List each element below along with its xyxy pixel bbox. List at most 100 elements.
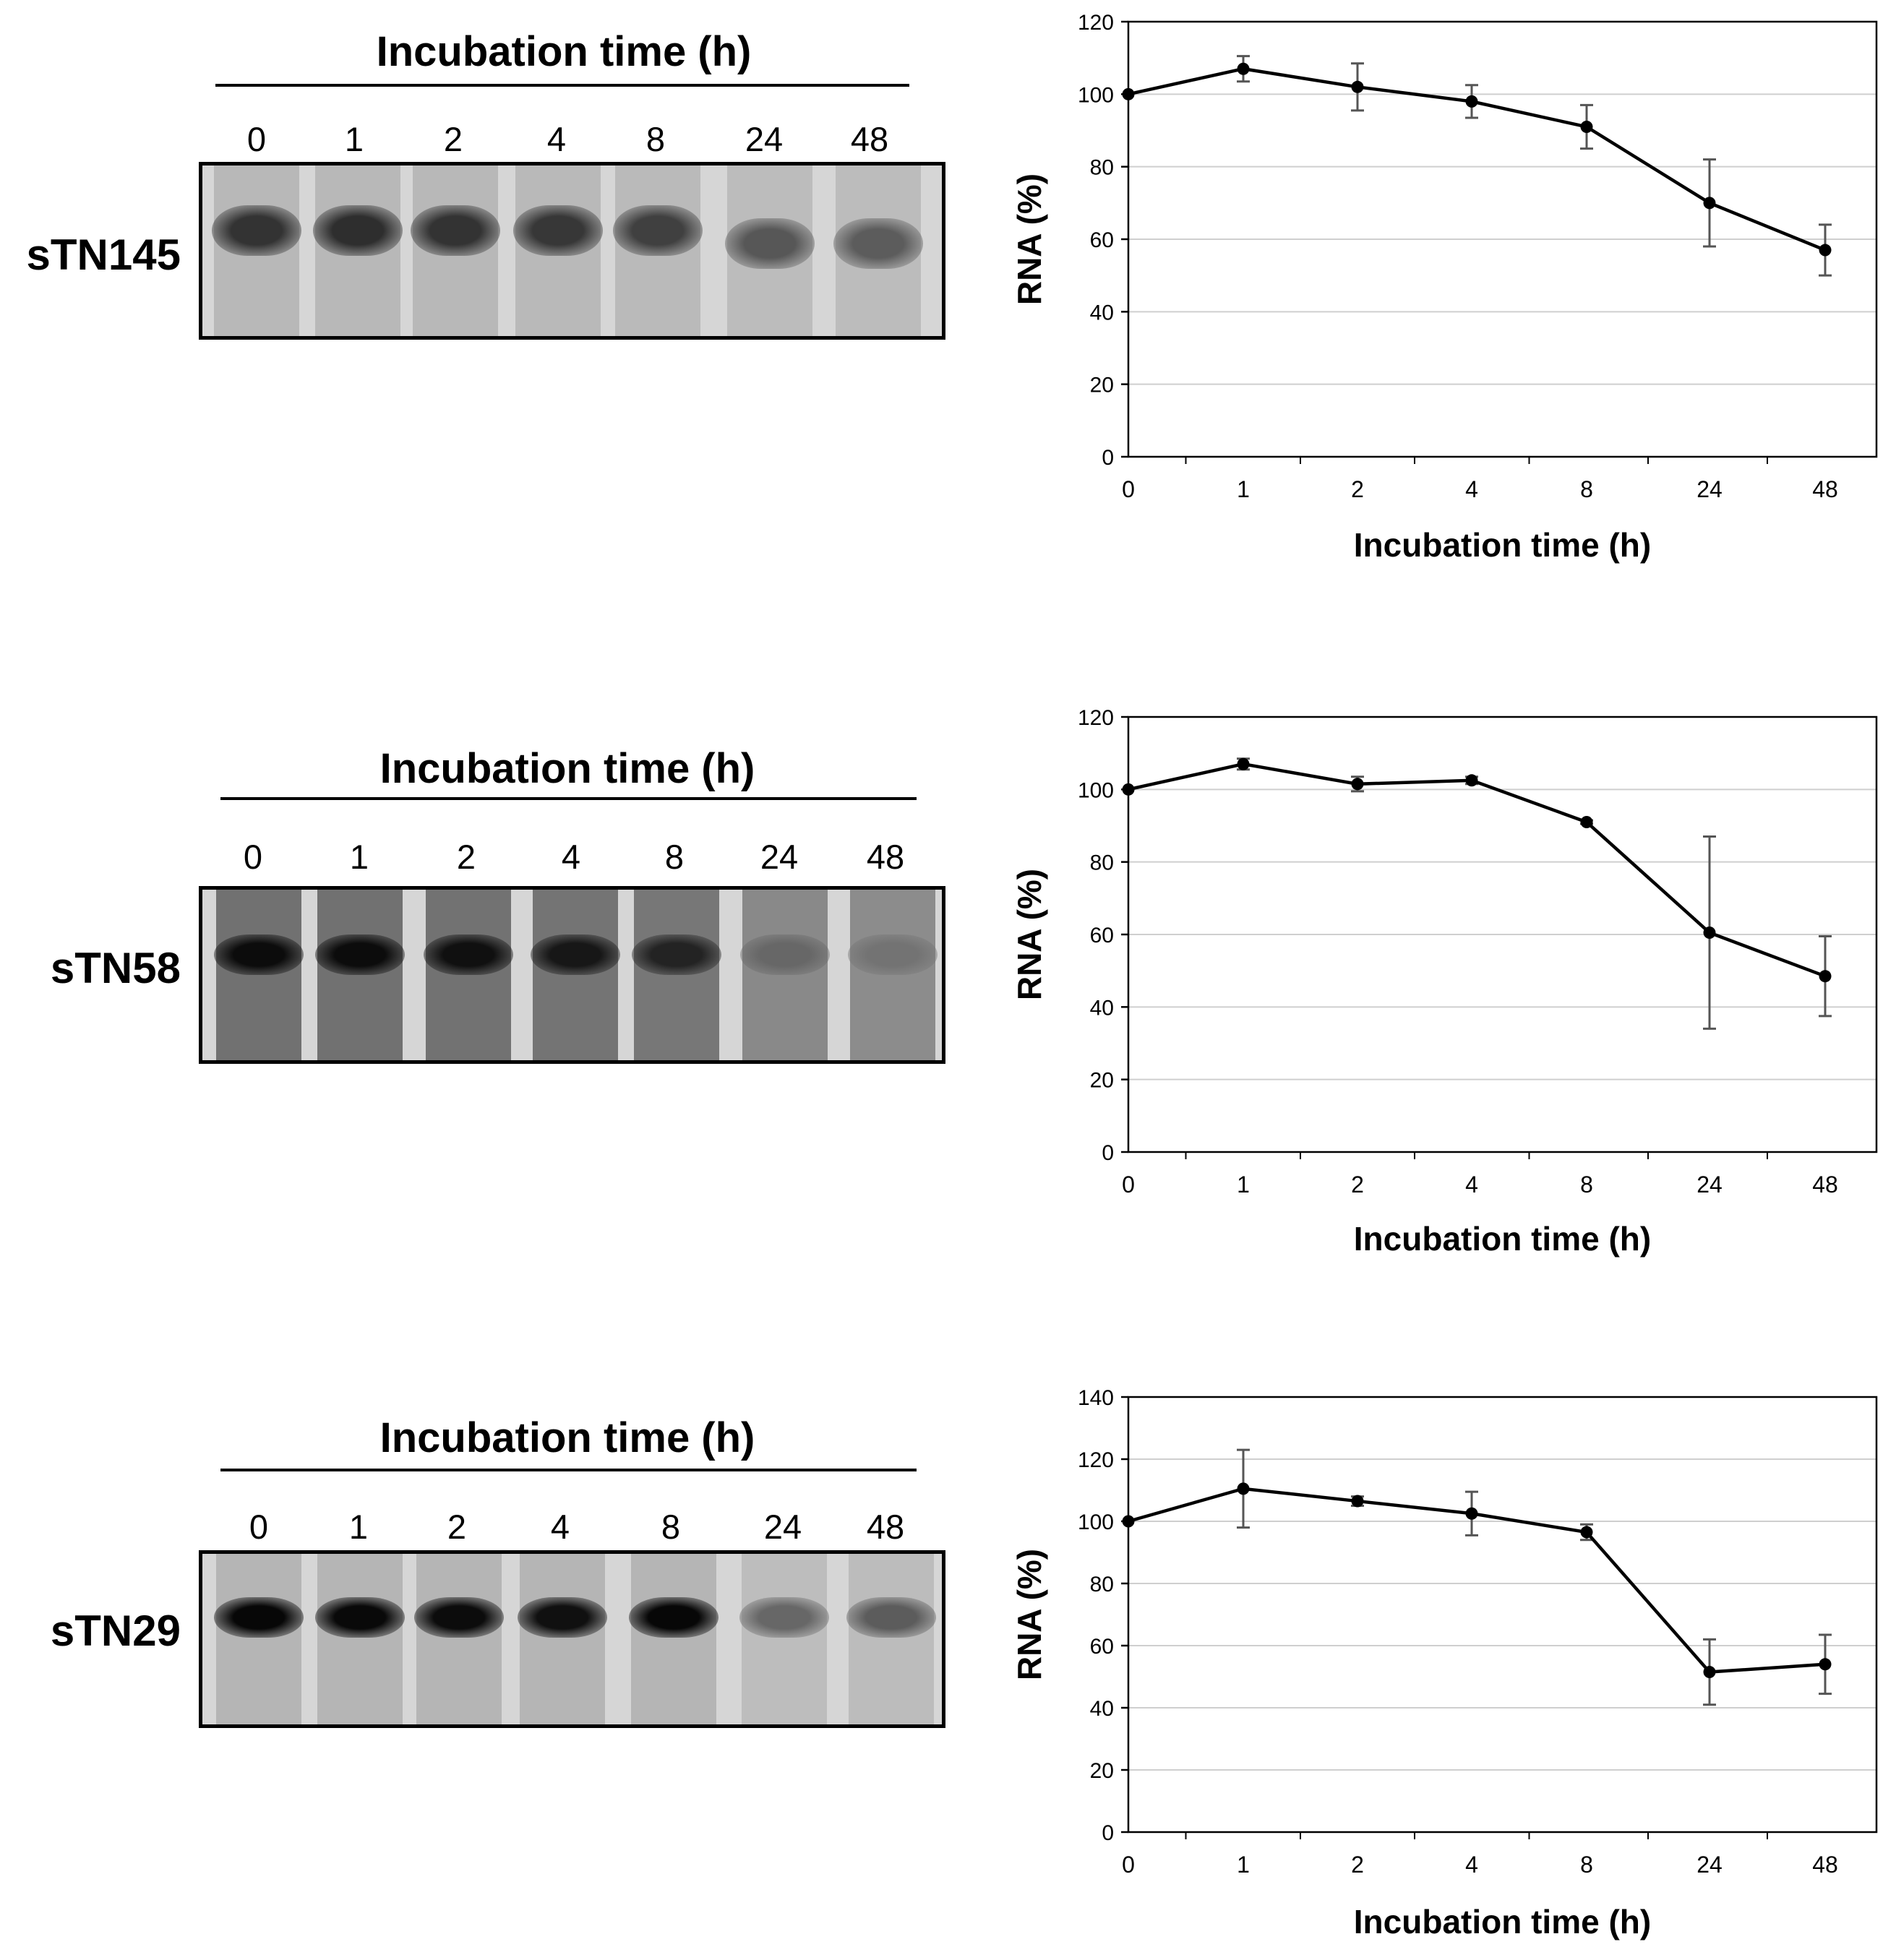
gel-band xyxy=(214,1597,304,1638)
gel-band xyxy=(739,1597,829,1638)
data-point xyxy=(1580,1526,1593,1539)
lane-label: 24 xyxy=(745,120,784,158)
x-tick-label: 48 xyxy=(1812,476,1838,502)
y-axis-label: RNA (%) xyxy=(1011,1549,1048,1680)
lane-label: 1 xyxy=(348,1508,369,1546)
x-tick-label: 2 xyxy=(1351,476,1364,502)
gel-lane xyxy=(426,890,511,1060)
x-tick-label: 2 xyxy=(1351,1172,1364,1198)
data-point xyxy=(1819,1658,1832,1671)
x-tick-label: 1 xyxy=(1237,1172,1250,1198)
x-axis-label: Incubation time (h) xyxy=(1354,1220,1651,1258)
data-point xyxy=(1351,1495,1364,1508)
x-tick-label: 8 xyxy=(1580,476,1593,502)
data-point xyxy=(1819,970,1832,983)
data-point xyxy=(1465,1507,1478,1520)
gel-lane xyxy=(317,890,403,1060)
lane-label: 2 xyxy=(443,120,463,158)
data-point xyxy=(1237,62,1250,75)
gel-image xyxy=(199,162,945,340)
x-tick-label: 0 xyxy=(1122,476,1135,502)
data-point xyxy=(1580,815,1593,828)
gel-band xyxy=(725,218,815,269)
gel-lane xyxy=(416,1554,502,1724)
series-line xyxy=(1128,66,1826,252)
series-line xyxy=(1128,762,1826,978)
gel-band xyxy=(313,205,403,256)
y-tick-label: 120 xyxy=(1078,706,1114,730)
x-tick-label: 4 xyxy=(1465,1852,1478,1878)
x-axis-label: Incubation time (h) xyxy=(1354,526,1651,564)
y-tick-label: 0 xyxy=(1102,1141,1114,1165)
data-point xyxy=(1819,244,1832,257)
gel-band xyxy=(315,1597,405,1638)
x-tick-label: 4 xyxy=(1465,476,1478,502)
lane-label: 48 xyxy=(866,1508,905,1546)
y-tick-label: 80 xyxy=(1090,1573,1114,1596)
x-tick-label: 24 xyxy=(1696,1172,1723,1198)
sample-label: sTN145 xyxy=(26,231,181,279)
y-tick-label: 60 xyxy=(1090,1635,1114,1659)
data-point xyxy=(1465,774,1478,787)
sample-label: sTN58 xyxy=(50,944,181,992)
lane-label: 24 xyxy=(760,838,799,876)
lane-label: 1 xyxy=(344,120,364,158)
gel-band xyxy=(629,1597,718,1638)
x-axis-label: Incubation time (h) xyxy=(1354,1903,1651,1940)
y-tick-label: 100 xyxy=(1078,1510,1114,1534)
gel-lane xyxy=(317,1554,403,1724)
y-tick-label: 20 xyxy=(1090,374,1114,397)
gel-lane xyxy=(216,1554,301,1724)
gel-band xyxy=(846,1597,936,1638)
lane-label: 8 xyxy=(645,120,666,158)
lane-label: 4 xyxy=(550,1508,570,1546)
gel-band xyxy=(833,218,923,269)
y-tick-label: 60 xyxy=(1090,228,1114,252)
lane-label: 8 xyxy=(664,838,685,876)
lane-label: 1 xyxy=(349,838,369,876)
gel-band xyxy=(531,934,620,975)
lane-label: 48 xyxy=(850,120,889,158)
x-tick-label: 1 xyxy=(1237,1852,1250,1878)
lane-label: 8 xyxy=(661,1508,681,1546)
gel-title: Incubation time (h) xyxy=(376,28,752,75)
gel-lane xyxy=(742,890,828,1060)
lane-label: 4 xyxy=(561,838,581,876)
y-tick-label: 0 xyxy=(1102,1821,1114,1845)
gel-band xyxy=(315,934,405,975)
gel-band xyxy=(414,1597,504,1638)
sample-label: sTN29 xyxy=(50,1607,181,1655)
x-tick-label: 24 xyxy=(1696,1852,1723,1878)
x-tick-label: 24 xyxy=(1696,476,1723,502)
x-tick-label: 0 xyxy=(1122,1852,1135,1878)
x-tick-label: 1 xyxy=(1237,476,1250,502)
x-tick-label: 8 xyxy=(1580,1852,1593,1878)
data-point xyxy=(1122,783,1135,796)
lane-label: 4 xyxy=(546,120,567,158)
y-tick-label: 60 xyxy=(1090,924,1114,947)
x-tick-label: 4 xyxy=(1465,1172,1478,1198)
gel-band xyxy=(518,1597,607,1638)
gel-image xyxy=(199,1550,945,1728)
gel-lane xyxy=(520,1554,605,1724)
gel-lane xyxy=(631,1554,716,1724)
gel-band xyxy=(740,934,830,975)
gel-lane xyxy=(742,1554,827,1724)
data-point xyxy=(1237,757,1250,770)
data-point xyxy=(1703,1666,1716,1679)
x-tick-label: 48 xyxy=(1812,1852,1838,1878)
x-tick-label: 2 xyxy=(1351,1852,1364,1878)
data-point xyxy=(1237,1482,1250,1495)
y-axis-label: RNA (%) xyxy=(1011,173,1048,305)
x-tick-label: 8 xyxy=(1580,1172,1593,1198)
gel-lane xyxy=(849,1554,934,1724)
plot-frame xyxy=(1127,1396,1878,1834)
y-tick-label: 120 xyxy=(1078,11,1114,35)
lane-label: 0 xyxy=(249,1508,269,1546)
y-tick-label: 40 xyxy=(1090,1697,1114,1721)
y-tick-label: 40 xyxy=(1090,996,1114,1020)
gel-band xyxy=(214,934,304,975)
data-point xyxy=(1122,87,1135,100)
